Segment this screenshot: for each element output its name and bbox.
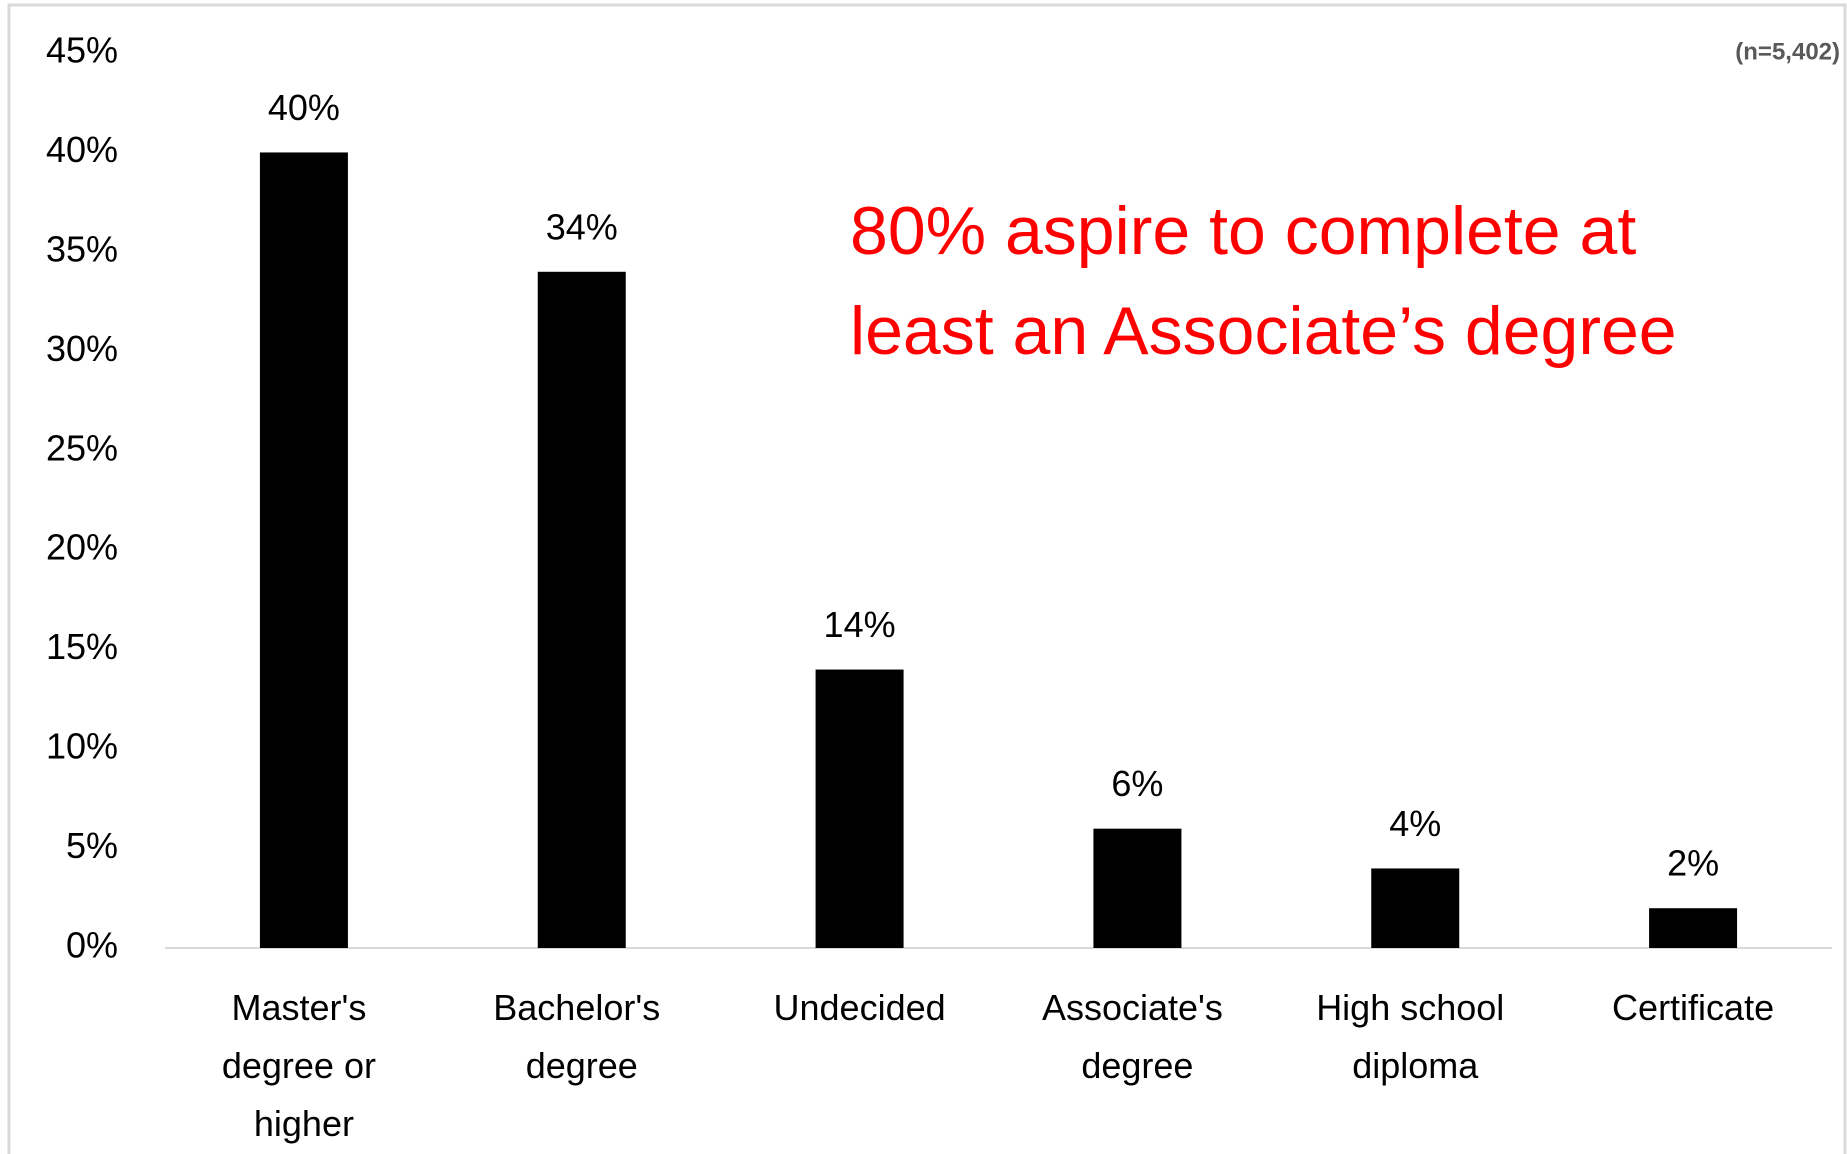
data-label: 4% [1389,803,1441,844]
x-tick-label: Bachelor's degree [493,987,670,1086]
data-label: 34% [546,206,618,247]
y-tick-label: 20% [46,527,118,568]
x-tick-line: Master's [231,987,376,1028]
x-tick-line: Certificate [1612,987,1774,1028]
bar [259,152,348,948]
y-tick-label: 10% [46,726,118,767]
bar [815,669,904,948]
y-tick-label: 25% [46,427,118,468]
x-tick-label: Master's degree or higher [222,987,386,1144]
data-label: 6% [1111,763,1163,804]
x-tick-line: degree [1081,1045,1193,1086]
y-tick-label: 0% [66,925,118,966]
x-tick-label: Certificate [1612,987,1774,1028]
x-tick-line: higher [254,1103,354,1144]
bar [1371,868,1460,948]
y-tick-label: 35% [46,228,118,269]
y-tick-label: 40% [46,129,118,170]
sample-note: (n=5,402) [1735,38,1840,65]
data-label: 40% [268,87,340,128]
bar [1093,828,1182,948]
data-label: 14% [824,604,896,645]
x-tick-line: Associate's [1042,987,1233,1028]
x-tick-label: High school diploma [1316,987,1514,1086]
annotation: 80% aspire to complete at [850,193,1636,269]
data-label: 2% [1667,843,1719,884]
x-tick-line: High school [1316,987,1514,1028]
x-tick-label: Associate's degree [1042,987,1233,1086]
y-tick-label: 5% [66,825,118,866]
annotation: least an Associate’s degree [850,293,1677,369]
x-tick-line: Undecided [774,987,946,1028]
frame [7,3,1847,1154]
x-tick-line: degree [526,1045,638,1086]
x-tick-label: Undecided [774,987,946,1028]
x-tick-line: degree or [222,1045,386,1086]
y-tick-label: 30% [46,328,118,369]
y-tick-label: 15% [46,626,118,667]
y-tick-label: 45% [46,30,118,71]
x-tick-line: diploma [1352,1045,1479,1086]
x-tick-line: Bachelor's [493,987,670,1028]
bar [537,271,626,948]
bar [1649,908,1738,948]
